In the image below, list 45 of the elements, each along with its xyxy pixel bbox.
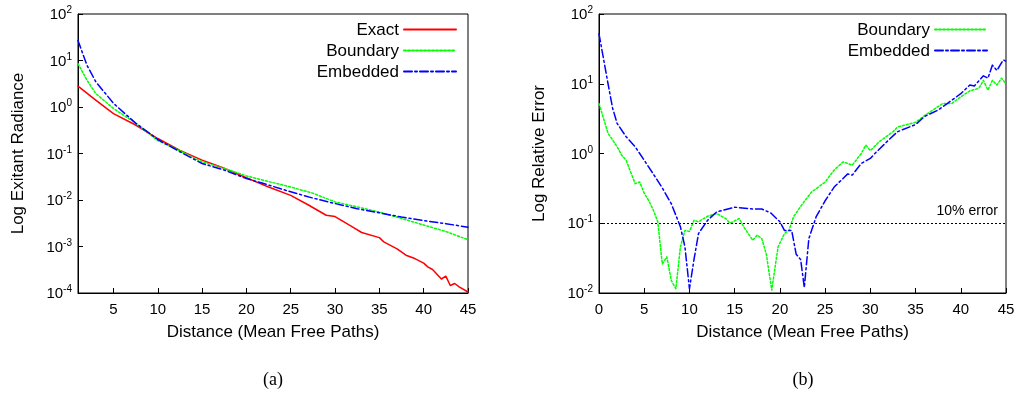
x-axis-title: Distance (Mean Free Paths)	[696, 322, 909, 341]
x-tick-label: 10	[149, 300, 167, 317]
x-tick-label: 20	[771, 300, 789, 317]
legend-label: Embedded	[847, 41, 930, 60]
legend-label: Exact	[356, 20, 400, 39]
x-tick-label: 5	[109, 300, 118, 317]
y-tick-label: 10$^{-1}$	[567, 213, 593, 233]
x-tick-label: 40	[415, 300, 433, 317]
text: (b)	[792, 369, 814, 390]
y-axis-title: Log Exitant Radiance	[8, 72, 27, 235]
x-tick-label: 15	[193, 300, 211, 317]
x-tick-label: 5	[640, 300, 649, 317]
y-tick-label: 10$^{2}$	[570, 4, 593, 23]
y-tick-label: 10$^{-2}$	[46, 190, 72, 209]
y-axis-title: Log Relative Error	[529, 84, 548, 223]
y-tick-label: 10$^{1}$	[49, 50, 72, 70]
x-tick-label: 45	[459, 300, 477, 317]
x-tick-label: 45	[997, 300, 1015, 317]
legend-label: Embedded	[316, 62, 399, 81]
y-tick-label: 10$^{0}$	[49, 97, 72, 116]
legend-label: Boundary	[326, 41, 400, 60]
x-tick-label: 20	[238, 300, 255, 317]
x-tick-label: 30	[326, 300, 344, 317]
y-tick-label: 10$^{-3}$	[46, 236, 72, 256]
ref-line-label: 10% error	[936, 202, 999, 219]
x-tick-label: 25	[816, 300, 834, 317]
x-tick-label: 35	[371, 300, 388, 317]
y-tick-label: 10$^{-4}$	[46, 283, 72, 302]
x-tick-label: 40	[952, 300, 970, 317]
y-tick-label: 10$^{1}$	[570, 73, 593, 93]
y-tick-label: 10$^{-2}$	[567, 283, 593, 302]
x-tick-label: 15	[726, 300, 744, 317]
x-tick-label: 35	[907, 300, 924, 317]
line-series	[77, 62, 469, 241]
y-tick-label: 10$^{0}$	[570, 143, 593, 163]
legend-label: Boundary	[857, 20, 931, 39]
y-tick-label: 10$^{-1}$	[46, 143, 72, 163]
x-tick-label: 25	[282, 300, 300, 317]
x-tick-label: 30	[861, 300, 879, 317]
text: (a)	[263, 369, 283, 390]
y-tick-label: 10$^{2}$	[49, 4, 72, 23]
x-tick-label: 0	[594, 300, 604, 317]
line-series	[77, 39, 469, 228]
x-tick-label: 10	[681, 300, 698, 317]
x-axis-title: Distance (Mean Free Paths)	[166, 322, 380, 341]
